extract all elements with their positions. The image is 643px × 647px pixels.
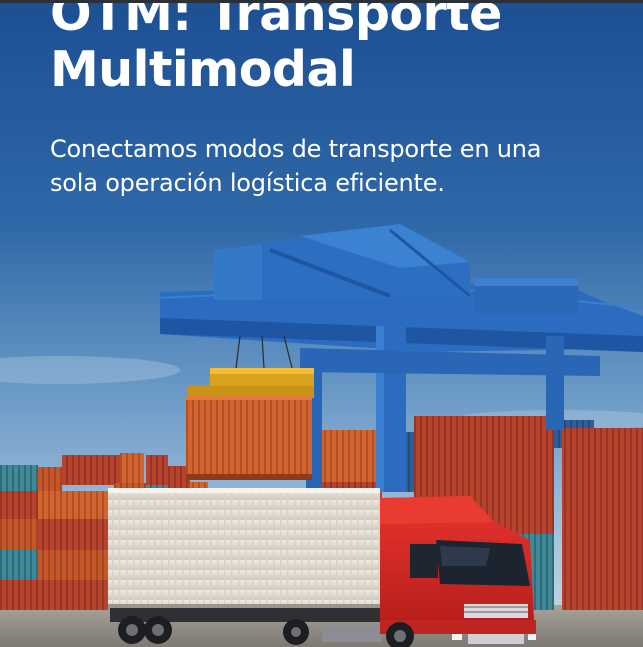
left-container-stack <box>0 453 208 610</box>
subtitle-line-2: sola operación logística eficiente. <box>50 169 445 197</box>
page-subtitle: Conectamos modos de transporte en una so… <box>50 132 620 200</box>
gantry-crane-illustration <box>155 224 643 492</box>
subtitle-line-1: Conectamos modos de transporte en una <box>50 135 542 163</box>
page-title: OTM: Transporte Multimodal <box>50 0 610 98</box>
right-container-stack <box>320 416 643 610</box>
hanging-container <box>186 368 314 480</box>
title-line-2: Multimodal <box>50 41 356 98</box>
title-line-1: OTM: Transporte <box>50 0 502 42</box>
top-edge-bar <box>0 0 643 3</box>
container-truck-illustration <box>108 488 536 647</box>
